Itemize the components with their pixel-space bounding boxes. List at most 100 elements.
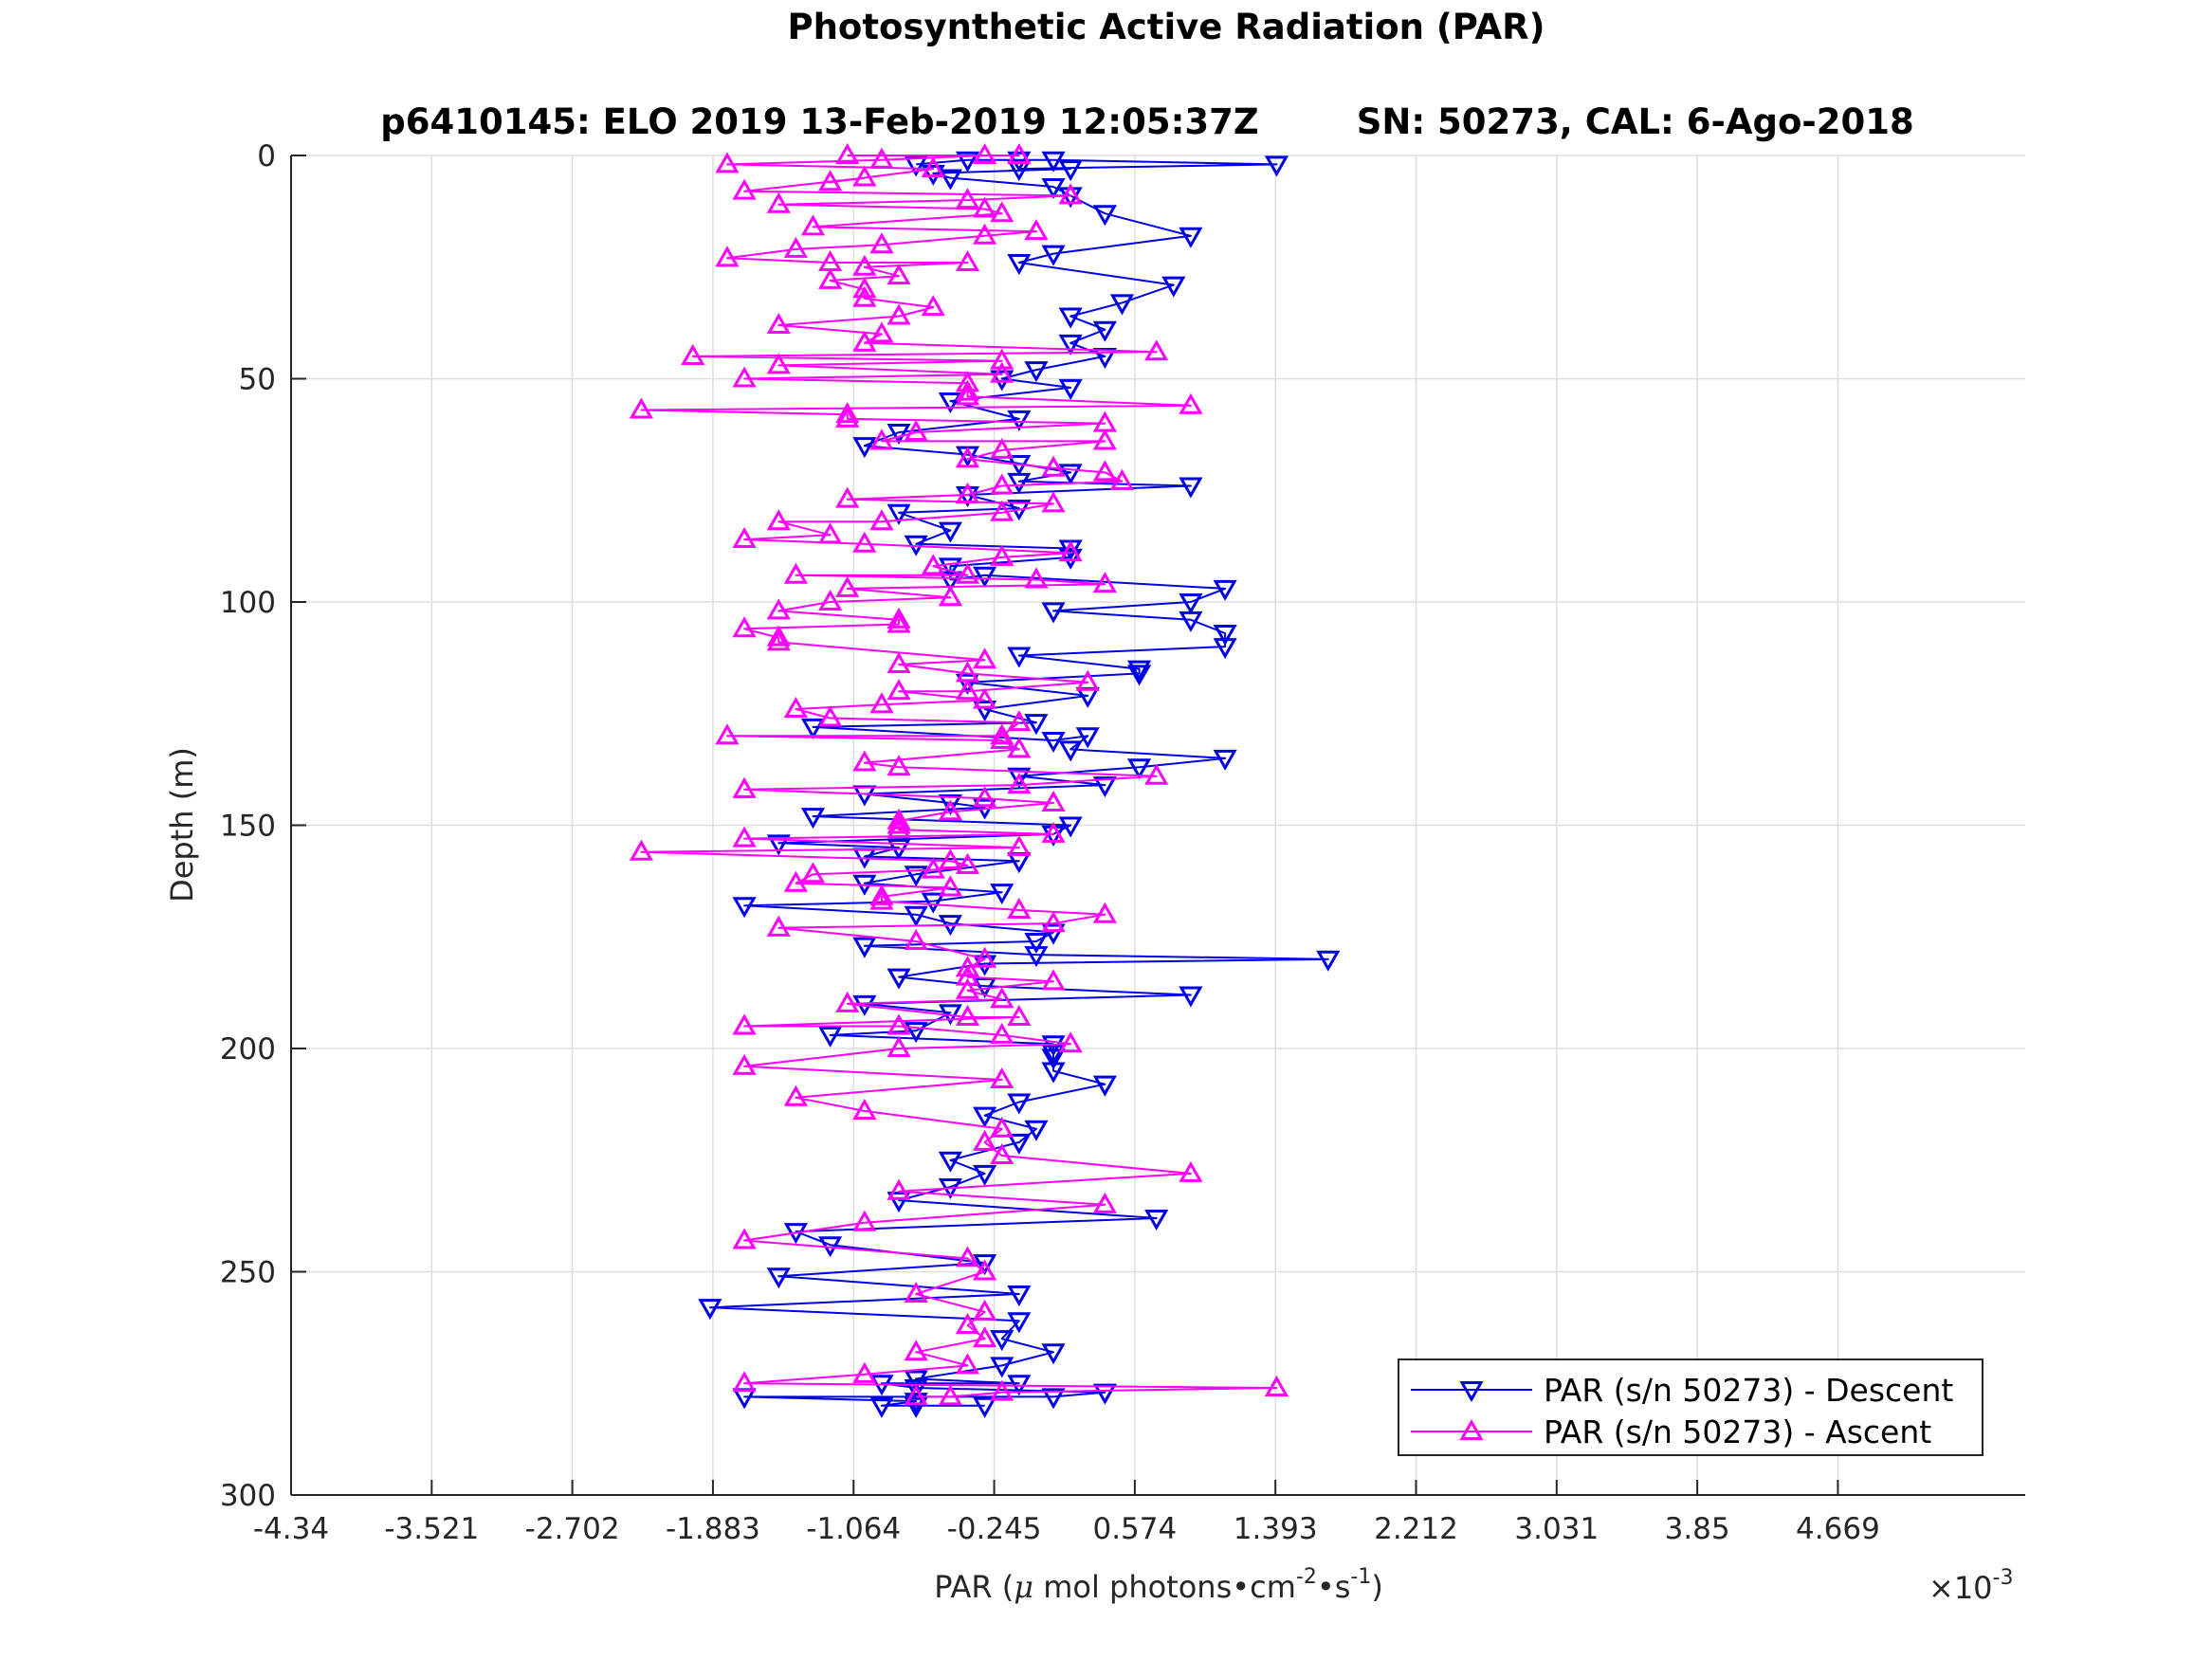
data-point-marker	[1092, 1383, 1117, 1405]
data-point-marker	[1024, 932, 1049, 954]
data-point-marker	[1316, 950, 1341, 972]
data-point-marker	[887, 607, 911, 629]
data-point-marker	[955, 379, 980, 401]
data-point-marker	[869, 884, 894, 905]
data-point-marker	[800, 214, 826, 236]
data-point-marker	[1058, 816, 1083, 838]
data-point-marker	[904, 1022, 928, 1044]
data-point-marker	[835, 142, 860, 164]
data-point-marker	[1007, 1093, 1032, 1115]
data-point-marker	[1179, 477, 1203, 499]
data-point-marker	[732, 1228, 757, 1249]
data-point-marker	[732, 527, 757, 549]
data-point-marker	[1041, 1388, 1066, 1410]
data-point-marker	[766, 312, 791, 334]
data-point-marker	[869, 428, 894, 450]
data-point-marker	[1179, 392, 1203, 414]
x-tick-label: 0.574	[1092, 1512, 1177, 1546]
data-point-marker	[1007, 142, 1032, 164]
data-point-marker	[887, 1178, 911, 1200]
legend-marker	[1459, 1418, 1484, 1440]
data-point-marker	[904, 905, 928, 927]
data-point-marker	[1092, 428, 1117, 450]
data-point-marker	[955, 852, 980, 874]
data-point-marker	[955, 447, 980, 468]
data-point-marker	[990, 437, 1015, 459]
data-point-marker	[1058, 378, 1083, 400]
x-label-sup-1: -2	[1296, 1565, 1317, 1589]
x-tick-label: -1.883	[666, 1512, 760, 1546]
data-point-marker	[852, 285, 877, 307]
data-point-marker	[835, 486, 860, 508]
x-tick-label: 3.85	[1665, 1512, 1730, 1546]
data-point-marker	[1109, 294, 1135, 316]
x-tick-label: -0.245	[947, 1512, 1042, 1546]
data-point-marker	[887, 755, 911, 776]
data-point-marker	[1179, 611, 1203, 632]
data-point-marker	[904, 1393, 928, 1414]
data-point-marker	[1007, 1375, 1032, 1396]
data-point-marker	[732, 1371, 757, 1393]
legend-items: PAR (s/n 50273) - Descent PAR (s/n 50273)…	[1411, 1372, 1953, 1450]
data-point-marker	[990, 723, 1015, 745]
data-point-marker	[1007, 835, 1032, 857]
data-point-marker	[1264, 1375, 1289, 1396]
data-point-marker	[1058, 183, 1083, 205]
data-point-marker	[732, 897, 757, 919]
data-point-marker	[973, 1396, 997, 1418]
data-point-marker	[904, 1340, 928, 1361]
data-point-marker	[1007, 1133, 1032, 1155]
data-point-marker	[1058, 1031, 1083, 1053]
data-point-marker	[1024, 567, 1049, 589]
data-point-marker	[887, 424, 911, 446]
data-point-marker	[990, 1357, 1015, 1378]
data-point-marker	[732, 178, 757, 200]
legend-box	[1398, 1358, 1983, 1456]
data-point-marker	[818, 705, 843, 727]
data-point-marker	[698, 1299, 722, 1321]
data-point-marker	[973, 1106, 997, 1128]
y-axis-ticks: 0 50 100 150 200 250 300	[220, 139, 306, 1513]
data-point-marker	[938, 1384, 962, 1406]
x-tick-label: -3.521	[384, 1512, 479, 1546]
y-axis-label: Depth (m)	[164, 747, 200, 902]
data-point-marker	[852, 330, 877, 352]
data-point-marker	[887, 651, 911, 673]
data-point-marker	[1075, 669, 1100, 691]
data-point-marker	[990, 987, 1015, 1009]
data-point-marker	[681, 343, 705, 365]
data-point-marker	[852, 165, 877, 187]
data-point-marker	[887, 1035, 911, 1057]
data-point-marker	[1041, 245, 1066, 266]
data-point-marker	[1058, 548, 1083, 570]
data-point-marker	[783, 1085, 808, 1106]
data-point-marker	[904, 928, 928, 950]
data-point-marker	[921, 156, 945, 178]
data-point-marker	[1092, 1075, 1117, 1097]
data-point-marker	[1058, 307, 1083, 329]
data-point-marker	[938, 557, 962, 579]
data-point-marker	[973, 955, 997, 976]
data-point-marker	[732, 616, 757, 638]
data-point-marker	[783, 870, 808, 892]
data-point-marker	[955, 188, 980, 210]
data-point-marker	[904, 155, 928, 177]
data-point-marker	[938, 169, 962, 191]
data-point-marker	[1041, 821, 1066, 843]
data-point-marker	[990, 348, 1015, 370]
data-point-marker	[1041, 1343, 1066, 1365]
data-point-marker	[887, 503, 911, 525]
data-point-marker	[955, 673, 980, 695]
data-point-marker	[818, 522, 843, 544]
data-point-marker	[904, 419, 928, 442]
data-point-marker	[1024, 946, 1049, 968]
data-point-marker	[887, 303, 911, 325]
data-point-marker	[835, 575, 860, 597]
data-point-marker	[852, 1098, 877, 1120]
x-label-sup-2: -1	[1350, 1565, 1371, 1589]
data-point-marker	[990, 1116, 1015, 1138]
data-point-marker	[904, 1282, 928, 1304]
data-point-marker	[955, 1246, 980, 1267]
data-point-marker	[766, 629, 791, 651]
data-point-marker	[629, 397, 654, 419]
